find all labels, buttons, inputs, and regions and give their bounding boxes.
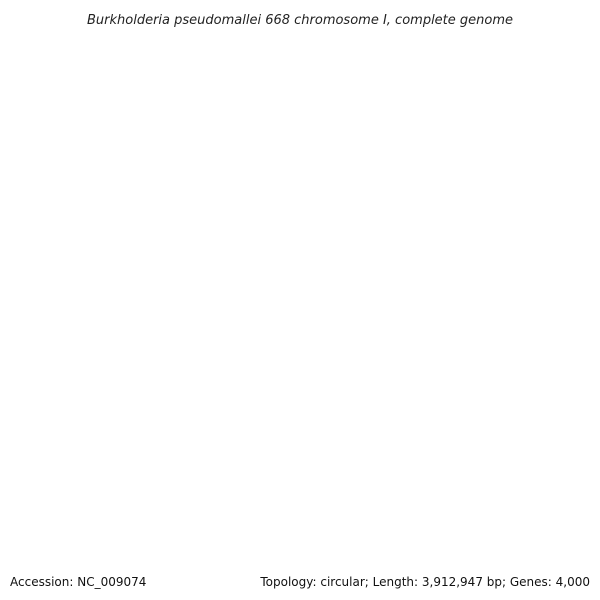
accession-label: Accession: NC_009074 — [10, 575, 146, 589]
genome-summary-label: Topology: circular; Length: 3,912,947 bp… — [259, 575, 590, 589]
map-title: Burkholderia pseudomallei 668 chromosome… — [87, 13, 513, 28]
